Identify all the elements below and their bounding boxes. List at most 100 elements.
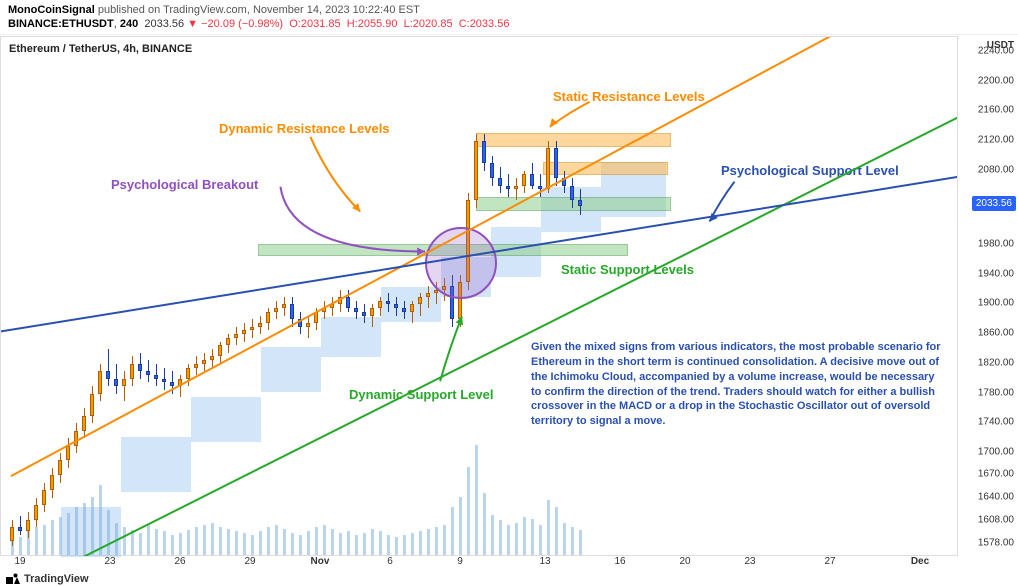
price-tick: 1780.00 [978,387,1014,398]
published-on: published on TradingView.com, [98,4,250,16]
price-tick: 1740.00 [978,417,1014,428]
chart-annotation: Static Support Levels [561,262,694,277]
volume-bar [235,531,238,555]
volume-bar [139,533,142,555]
tradingview-logo: TradingView [6,572,89,586]
candle [74,431,78,446]
close-value: 2033.56 [470,18,510,30]
symbol-code: BINANCE:ETHUSDT [8,18,114,30]
candle [418,297,422,304]
volume-bar [331,529,334,555]
candle [474,141,478,200]
volume-bar [43,525,46,555]
price-tick: 2120.00 [978,135,1014,146]
candle [90,394,94,416]
candle [314,312,318,323]
volume-bar [107,510,110,555]
time-tick: 20 [679,556,690,567]
volume-bar [459,497,462,555]
time-axis: 19232629Nov691316202327Dec [0,556,958,572]
volume-bar [515,523,518,555]
volume-bar [323,525,326,555]
candle [26,520,30,531]
candle [170,382,174,386]
volume-bar [99,485,102,555]
volume-bar [243,533,246,555]
volume-bar [187,530,190,555]
candle [370,308,374,315]
chart-annotation: Static Resistance Levels [553,89,705,104]
candle [514,186,518,190]
price-change: −20.09 (−0.98%) [201,18,283,30]
volume-bar [307,531,310,555]
candle [362,312,366,316]
candle [186,368,190,379]
chart-annotation: Psychological Breakout [111,177,258,192]
current-price-badge: 2033.56 [972,196,1016,211]
time-tick: 29 [244,556,255,567]
candle [250,327,254,331]
candle [354,308,358,312]
candle [426,293,430,297]
volume-bar [291,533,294,555]
candle [50,475,54,490]
ichimoku-cloud [261,347,321,392]
candle [490,163,494,178]
volume-bar [51,520,54,555]
volume-bar [315,527,318,555]
volume-bar [483,493,486,555]
candle [402,308,406,312]
volume-bar [403,535,406,555]
o-label: O: [289,18,301,30]
candle [34,505,38,520]
volume-bar [491,515,494,555]
quote-line: BINANCE:ETHUSDT, 240 2033.56 ▼ −20.09 (−… [8,18,1010,30]
high-value: 2055.90 [358,18,398,30]
volume-bar [171,535,174,555]
price-tick: 1820.00 [978,357,1014,368]
volume-bar [19,537,22,555]
time-tick: 23 [104,556,115,567]
candle [322,308,326,312]
volume-bar [67,513,70,555]
volume-bar [35,527,38,555]
time-tick: Nov [311,556,330,567]
time-tick: Dec [911,556,929,567]
price-tick: 1640.00 [978,491,1014,502]
volume-bar [531,519,534,555]
price-zone [476,133,671,147]
chart-area[interactable]: Ethereum / TetherUS, 4h, BINANCE Dynamic… [0,36,958,556]
price-tick: 1700.00 [978,447,1014,458]
volume-bar [339,533,342,555]
volume-bar [395,537,398,555]
chart-annotation: Dynamic Support Level [349,387,493,402]
volume-bar [123,527,126,555]
candle [18,527,22,531]
candle [530,174,534,185]
time-tick: 23 [744,556,755,567]
volume-bar [539,525,542,555]
chart-annotation: Psychological Support Level [721,163,899,178]
candle [546,148,550,189]
candle [42,490,46,505]
volume-bar [427,529,430,555]
volume-bar [547,500,550,555]
candle [122,379,126,386]
price-tick: 1608.00 [978,515,1014,526]
candle [274,308,278,312]
price-zone [543,162,668,175]
volume-bar [259,531,262,555]
candle [106,371,110,378]
volume-bar [563,523,566,555]
volume-bar [499,520,502,555]
candle [66,446,70,461]
candle [306,323,310,327]
volume-bar [211,523,214,555]
header-byline: MonoCoinSignal published on TradingView.… [8,4,1010,16]
ichimoku-cloud [191,397,261,442]
candle [58,460,62,475]
volume-bar [155,529,158,555]
price-tick: 1578.00 [978,537,1014,548]
time-tick: 16 [614,556,625,567]
candle [554,148,558,178]
